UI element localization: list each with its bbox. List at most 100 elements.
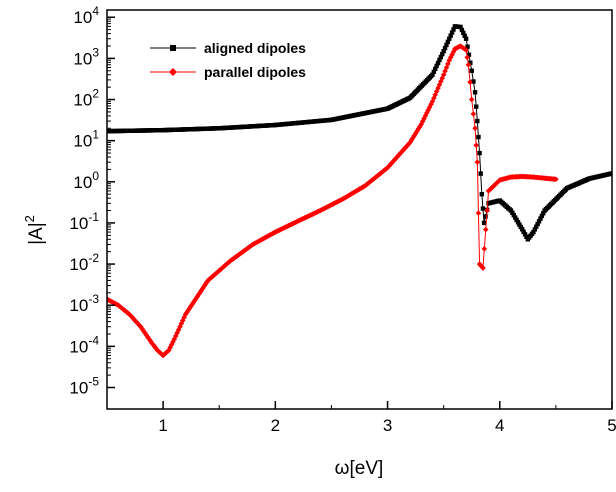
data-point (132, 317, 138, 324)
data-point (473, 142, 480, 149)
data-point (396, 151, 403, 158)
data-point (444, 42, 449, 48)
x-tick-label: 1 (158, 416, 167, 435)
data-point (508, 208, 514, 213)
data-point (609, 171, 612, 176)
y-tick-label: 10-4 (69, 333, 99, 356)
legend-marker (170, 45, 176, 51)
data-point (435, 85, 441, 91)
data-point (417, 123, 423, 130)
y-tick-label: 10-1 (69, 210, 99, 233)
x-tick-label: 4 (495, 416, 504, 435)
data-point (190, 299, 197, 306)
data-point (481, 245, 488, 252)
data-point (197, 289, 203, 296)
data-point (130, 316, 137, 322)
data-point (461, 30, 466, 36)
data-point (482, 226, 489, 233)
svg-text:|A|2: |A|2 (22, 215, 47, 245)
data-point (193, 295, 199, 302)
data-point (514, 217, 519, 223)
data-point (468, 60, 473, 65)
data-point (468, 96, 475, 103)
x-tick-label: 3 (383, 416, 392, 435)
data-point (438, 54, 444, 60)
data-point (483, 214, 488, 219)
data-point (463, 36, 469, 41)
data-point (466, 52, 472, 57)
data-point (168, 341, 175, 348)
data-point (476, 134, 481, 140)
data-point (480, 206, 486, 211)
data-point (446, 57, 453, 64)
data-point (449, 30, 455, 35)
data-point (388, 160, 395, 167)
data-point (535, 221, 540, 227)
data-point (481, 220, 487, 226)
legend-label: aligned dipoles (204, 40, 306, 56)
legend: aligned dipoles parallel dipoles (150, 40, 306, 80)
data-point (178, 320, 185, 327)
y-axis-label: |A| (26, 222, 47, 245)
data-point (440, 71, 447, 78)
series-parallel (107, 43, 559, 359)
data-point (433, 88, 440, 95)
data-point (133, 319, 140, 325)
data-point (203, 279, 210, 286)
data-point (553, 176, 559, 183)
data-point (182, 311, 189, 318)
data-point (404, 142, 411, 149)
data-point (522, 232, 528, 237)
y-tick-label: 102 (73, 87, 99, 110)
data-point (539, 213, 545, 219)
data-point (541, 211, 546, 216)
data-point (437, 57, 442, 63)
data-point (463, 47, 469, 53)
y-tick-label: 10-2 (69, 251, 99, 274)
data-point (430, 72, 435, 77)
data-point (185, 307, 191, 314)
data-point (415, 126, 422, 132)
data-point (469, 68, 474, 73)
data-point (464, 54, 471, 61)
data-point (171, 336, 178, 342)
data-point (150, 342, 157, 348)
plot-frame (106, 9, 613, 410)
data-point (470, 111, 477, 117)
legend-marker (169, 68, 177, 76)
data-point (392, 156, 399, 162)
data-point (475, 210, 482, 216)
data-point (431, 69, 437, 75)
data-point (467, 79, 473, 85)
data-point (426, 104, 433, 110)
data-point (151, 343, 158, 350)
data-point (538, 216, 543, 221)
data-point (445, 39, 451, 45)
data-point (408, 137, 415, 144)
data-point (434, 63, 439, 69)
data-point (194, 293, 201, 300)
data-point (428, 101, 434, 108)
data-point (191, 297, 198, 304)
y-axis-label-superscript: 2 (22, 215, 37, 222)
data-point (471, 79, 476, 84)
data-point (181, 314, 187, 321)
data-point (439, 75, 446, 81)
data-point (513, 215, 518, 220)
data-point (478, 171, 483, 176)
data-point (143, 332, 150, 338)
data-point (521, 229, 526, 235)
data-point (475, 118, 480, 124)
data-point (517, 222, 522, 227)
data-point (126, 311, 133, 318)
data-point (520, 227, 525, 232)
data-point (531, 229, 536, 235)
data-point (477, 150, 482, 156)
data-point (515, 220, 521, 225)
x-tick-label: 2 (271, 416, 280, 435)
data-point (386, 163, 392, 170)
data-point (407, 139, 413, 146)
data-point (441, 48, 446, 54)
data-point (479, 191, 485, 197)
